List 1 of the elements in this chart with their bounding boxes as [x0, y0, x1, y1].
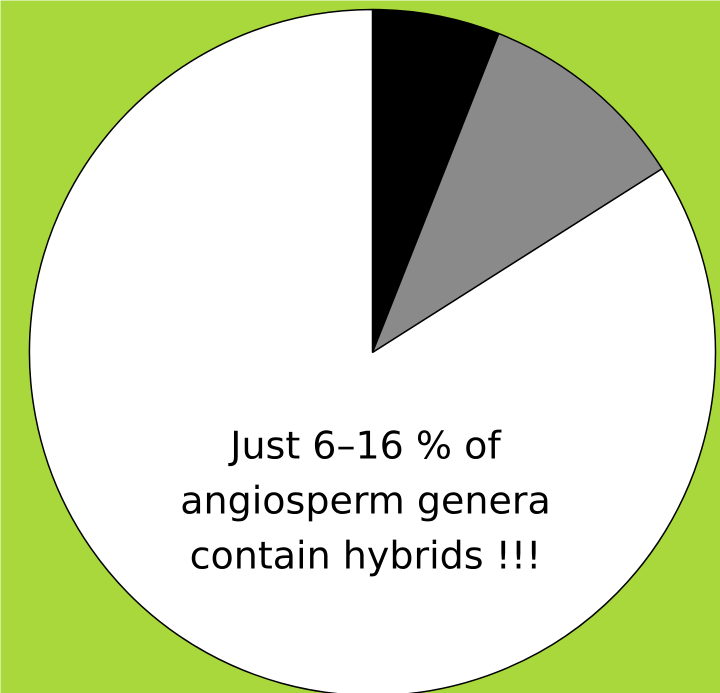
text: Just 6–16 % of angiosperm genera contain hybrids !!!: [180, 424, 551, 578]
